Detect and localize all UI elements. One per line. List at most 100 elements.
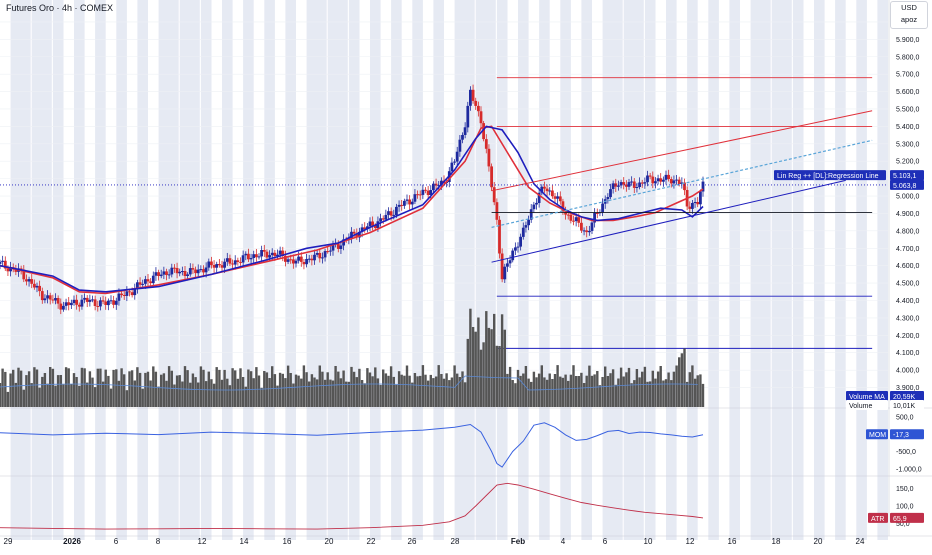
candle-body (159, 274, 163, 277)
session-band (729, 0, 740, 540)
volume-bar (685, 381, 689, 407)
candle-body (619, 182, 623, 186)
volume-bar (617, 378, 620, 407)
atr-tag-bg (868, 512, 888, 523)
session-band (348, 0, 360, 540)
candle-body (627, 182, 631, 187)
volume-bar (130, 370, 134, 407)
candle-body (191, 268, 195, 270)
volume-bar (503, 329, 506, 407)
candle-body (421, 189, 425, 195)
volume-bar (183, 366, 187, 407)
candle-body (315, 253, 319, 255)
session-band (264, 0, 275, 540)
volume-bar (64, 367, 68, 407)
volume-bar (350, 366, 353, 407)
volume-bar (260, 387, 263, 407)
volume-bar (99, 368, 102, 407)
candle-body (609, 189, 612, 198)
volume-bar (0, 383, 2, 407)
volume-bar (252, 378, 255, 407)
candle-body (540, 186, 544, 193)
volume-bar (543, 377, 546, 407)
volume-bar (186, 370, 189, 407)
price-tick-label: 4.900,0 (896, 211, 919, 218)
volume-bar (78, 385, 81, 407)
candle-body (228, 258, 232, 264)
candle-body (167, 274, 171, 276)
candle-body (59, 303, 63, 310)
candle-body (379, 218, 382, 222)
volume-bar (479, 349, 483, 407)
volume-bar (662, 380, 665, 407)
candle-body (569, 214, 573, 221)
volume-bar (606, 376, 610, 407)
volume-bar (80, 367, 84, 407)
candle-body (286, 259, 290, 262)
candle-body (588, 230, 591, 233)
volume-bar (535, 377, 538, 407)
volume-bar (530, 381, 533, 407)
session-band (835, 0, 846, 540)
volume-bar (59, 375, 62, 407)
currency-unit-selector[interactable]: USD apoz (890, 1, 928, 29)
mom-tag-bg (866, 429, 888, 440)
candle-body (114, 300, 118, 305)
session-band (687, 0, 698, 540)
volume-bar (30, 383, 33, 407)
session-band (370, 0, 381, 540)
candle-body (403, 200, 406, 206)
candle-body (381, 218, 385, 220)
volume-bar (284, 378, 287, 407)
candle-body (537, 192, 541, 203)
candle-body (606, 197, 610, 200)
x-tick-label: 20 (814, 537, 823, 546)
volume-bar (70, 384, 73, 407)
volume-bar (136, 367, 139, 407)
candle-body (278, 250, 282, 255)
candle-body (146, 279, 150, 282)
candle-body (27, 279, 31, 282)
volume-bar (152, 366, 155, 407)
candle-body (646, 175, 649, 183)
volume-bar (701, 383, 705, 407)
volume-bar (281, 373, 284, 407)
volume-bar (199, 366, 203, 407)
volume-bar (567, 380, 570, 407)
x-tick-label: 14 (240, 537, 249, 546)
candle-body (194, 269, 197, 274)
candle-body (281, 250, 285, 256)
volume-bar (442, 378, 446, 407)
candle-body (524, 225, 528, 228)
volume-bar (424, 374, 427, 407)
candle-body (262, 250, 266, 252)
candle-body (405, 199, 409, 201)
volume-bar (392, 376, 395, 407)
candle-body (101, 300, 105, 302)
volume-value-tag: 10,01K (893, 403, 916, 410)
price-tick-label: 4.400,0 (896, 298, 919, 305)
candle-body (257, 256, 261, 258)
candle-body (373, 225, 377, 228)
volume-bar (405, 365, 409, 407)
mom-value-tag-bg (890, 429, 924, 440)
volume-bar (569, 374, 573, 407)
candle-body (305, 259, 308, 265)
candle-body (154, 272, 158, 276)
price-tick-label: 4.500,0 (896, 281, 919, 288)
volume-bar (337, 371, 340, 407)
volume-bar (419, 375, 422, 407)
volume-bar (463, 382, 467, 407)
lin-reg-value-tag: 5.103,1 (893, 173, 916, 180)
volume-bar (559, 376, 562, 407)
candle-body (321, 257, 324, 259)
volume-bar (416, 376, 419, 407)
volume-bar (553, 374, 557, 407)
last-price-tag: 5.063,8 (893, 183, 916, 190)
candle-body (273, 252, 277, 256)
volume-bar (165, 380, 168, 407)
volume-bar (408, 375, 411, 407)
session-band (475, 0, 496, 540)
volume-bar (292, 383, 295, 407)
